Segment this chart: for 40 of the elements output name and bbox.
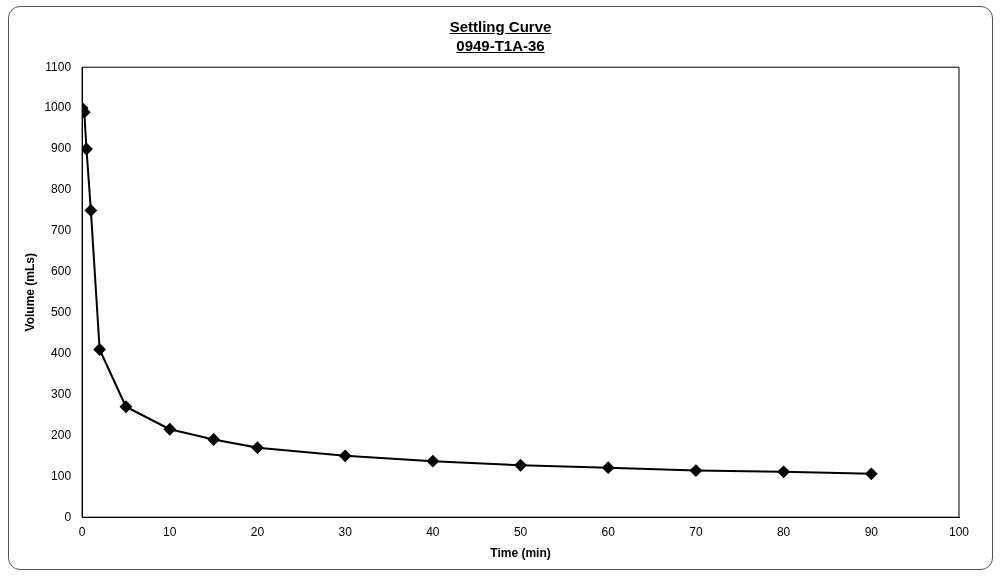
x-tick-label: 90 — [864, 524, 879, 539]
x-tick-label: 60 — [601, 524, 616, 539]
x-tick-label: 20 — [250, 524, 265, 539]
y-axis-title: Volume (mLs) — [22, 252, 37, 332]
point — [251, 441, 264, 454]
x-tick-label: 10 — [163, 524, 177, 539]
y-tick-label: 700 — [51, 223, 72, 238]
x-tick-label: 80 — [776, 524, 791, 539]
point — [426, 455, 439, 468]
x-tick-label: 40 — [426, 524, 440, 539]
y-tick-label: 1100 — [45, 59, 72, 74]
chart-title: Settling Curve 0949-T1A-36 — [448, 17, 553, 55]
x-tick-label: 70 — [689, 524, 703, 539]
y-tick-label: 800 — [51, 182, 72, 197]
point — [82, 143, 93, 156]
x-tick-label: 100 — [948, 524, 970, 539]
y-tick-label: 0 — [64, 509, 72, 524]
point — [865, 467, 878, 480]
point — [689, 464, 702, 477]
point — [207, 433, 220, 446]
y-tick-label: 600 — [51, 264, 72, 279]
point — [777, 465, 790, 478]
y-tick-label: 900 — [51, 141, 72, 156]
y-tick-label: 400 — [51, 345, 72, 360]
x-tick-label: 30 — [338, 524, 353, 539]
point — [163, 423, 176, 436]
y-tick-label: 200 — [51, 427, 72, 442]
point — [84, 204, 97, 217]
y-tick-label: 300 — [51, 386, 72, 401]
x-tick-label: 50 — [513, 524, 528, 539]
y-tick-label: 1000 — [44, 100, 72, 115]
point — [514, 459, 527, 472]
x-axis-title: Time (min) — [490, 546, 551, 561]
point — [602, 461, 615, 474]
point — [93, 343, 106, 356]
point — [119, 400, 132, 413]
x-tick-label: 0 — [78, 524, 86, 539]
y-tick-label: 100 — [51, 468, 72, 483]
point — [339, 449, 352, 462]
y-tick-label: 500 — [51, 304, 72, 319]
